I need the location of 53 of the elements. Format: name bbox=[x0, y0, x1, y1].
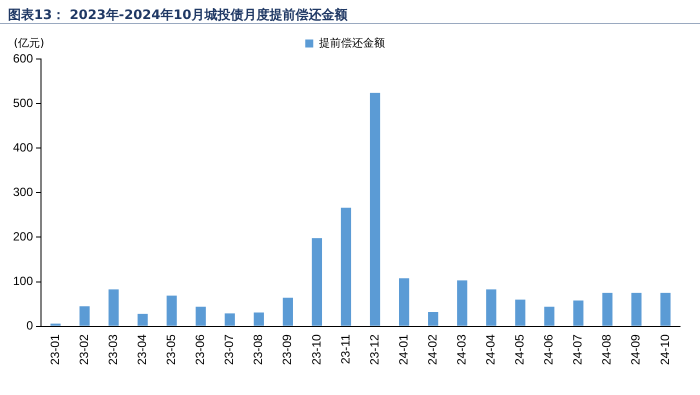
bar bbox=[428, 312, 438, 326]
x-tick-label: 24-10 bbox=[658, 334, 672, 366]
x-tick-label: 23-06 bbox=[193, 334, 208, 366]
x-tick-label: 24-09 bbox=[628, 334, 643, 366]
x-tick-label: 23-02 bbox=[76, 334, 91, 366]
bar bbox=[515, 300, 526, 326]
bar bbox=[486, 289, 496, 326]
y-tick-label: 0 bbox=[26, 318, 34, 333]
bar bbox=[457, 280, 468, 326]
bar bbox=[544, 306, 554, 326]
x-tick-label: 23-11 bbox=[338, 334, 352, 364]
y-tick-label: 300 bbox=[12, 184, 34, 199]
bar bbox=[166, 296, 177, 326]
bar bbox=[80, 306, 90, 326]
x-tick-label: 24-07 bbox=[570, 334, 585, 366]
bar bbox=[196, 306, 206, 326]
x-tick-label: 23-01 bbox=[48, 334, 62, 366]
x-tick-label: 23-08 bbox=[251, 334, 266, 366]
x-tick-label: 23-03 bbox=[106, 334, 120, 366]
x-tick-label: 24-03 bbox=[454, 334, 468, 366]
x-tick-label: 23-09 bbox=[280, 334, 294, 366]
y-tick-label: 600 bbox=[12, 51, 34, 66]
bar bbox=[660, 292, 671, 326]
y-axis-title: (亿元) bbox=[14, 36, 44, 50]
y-tick-label: 100 bbox=[12, 274, 34, 288]
bar bbox=[254, 312, 264, 326]
x-tick-label: 23-07 bbox=[222, 334, 236, 366]
x-tick-label: 24-01 bbox=[396, 334, 410, 366]
y-tick-label: 500 bbox=[12, 96, 34, 110]
bar bbox=[340, 208, 352, 326]
bar bbox=[398, 278, 410, 326]
bar bbox=[108, 289, 119, 326]
bar bbox=[138, 314, 148, 326]
bar bbox=[370, 92, 380, 326]
bar bbox=[602, 292, 612, 326]
x-tick-label: 23-12 bbox=[367, 334, 382, 366]
bar bbox=[573, 300, 584, 326]
x-tick-label: 23-10 bbox=[309, 334, 324, 366]
x-tick-label: 24-04 bbox=[484, 334, 498, 366]
x-tick-label: 24-08 bbox=[600, 334, 614, 366]
y-tick-label: 400 bbox=[12, 140, 34, 154]
x-tick-label: 24-06 bbox=[542, 334, 556, 366]
x-tick-label: 24-02 bbox=[425, 334, 440, 366]
bar bbox=[224, 313, 235, 326]
x-tick-label: 23-04 bbox=[134, 334, 149, 366]
x-tick-label: 23-05 bbox=[164, 334, 178, 366]
legend-label: 提前偿还金额 bbox=[318, 36, 385, 50]
bar bbox=[312, 238, 322, 326]
bar bbox=[282, 298, 293, 326]
y-tick-label: 200 bbox=[12, 230, 34, 244]
chart-title: 图表13： 2023年-2024年10月城投债月度提前偿还金额 bbox=[0, 0, 700, 24]
x-tick-label: 24-05 bbox=[512, 334, 527, 366]
bar bbox=[631, 292, 642, 326]
